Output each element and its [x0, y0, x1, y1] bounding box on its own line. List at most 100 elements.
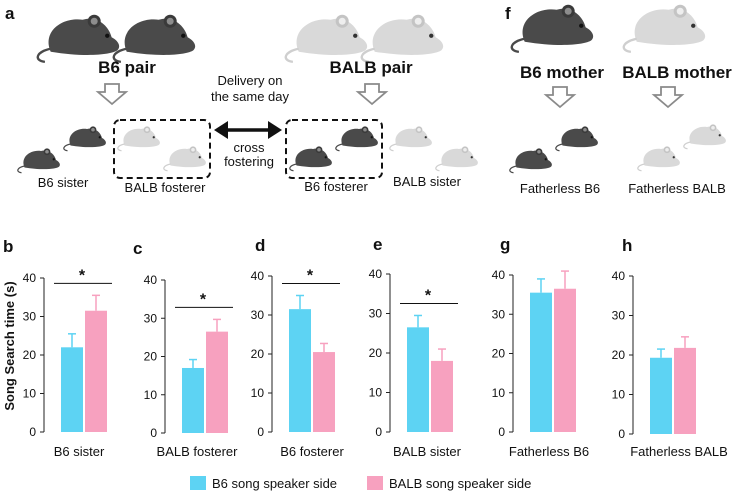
y-tick-label-b: 0: [29, 425, 36, 439]
b6-pup-icon: [17, 147, 61, 174]
legend-swatch-b6: [190, 476, 206, 490]
b6-pup-icon: [335, 125, 379, 152]
cross-fostering-label: fostering: [224, 154, 274, 169]
bar-charts: b 0 10 20 30 40 * B6 sister c 0 10 20 30 40 * BALB fost…: [3, 235, 728, 459]
bar-g-balb: [554, 288, 576, 432]
panel-letter-d: d: [255, 236, 265, 255]
y-tick-label-d: 30: [251, 308, 265, 322]
panel-letter-h: h: [622, 236, 632, 255]
y-tick-label-h: 0: [618, 427, 625, 441]
y-tick-label-g: 30: [492, 307, 506, 321]
y-tick-label-e: 30: [369, 307, 383, 321]
x-label-b: B6 sister: [54, 444, 105, 459]
significance-star-d: *: [307, 268, 314, 285]
y-tick-label-e: 10: [369, 386, 383, 400]
y-tick-label-c: 10: [144, 388, 158, 402]
down-arrow-icon: [653, 86, 683, 108]
balb-mother-label: BALB mother: [622, 63, 732, 82]
y-tick-label-c: 30: [144, 311, 158, 325]
bar-c-balb: [206, 331, 228, 433]
down-arrow-icon: [357, 83, 387, 105]
b6-sister-label: B6 sister: [38, 175, 89, 190]
bar-b-balb: [85, 310, 107, 432]
significance-star-c: *: [200, 291, 207, 308]
b6-fosterer-label: B6 fosterer: [304, 179, 368, 194]
y-tick-label-c: 0: [150, 426, 157, 440]
b6-mother-label: B6 mother: [520, 63, 604, 82]
balb-fosterer-label: BALB fosterer: [125, 180, 207, 195]
y-tick-label-c: 20: [144, 350, 158, 364]
y-axis-label: Song Search time (s): [2, 281, 17, 410]
y-tick-label-b: 10: [23, 387, 37, 401]
balb-pup-icon: [683, 123, 727, 150]
fatherless-balb-label: Fatherless BALB: [628, 181, 726, 196]
legend-label-b6: B6 song speaker side: [212, 476, 337, 491]
bar-h-balb: [674, 347, 696, 434]
y-tick-label-g: 0: [498, 425, 505, 439]
y-tick-label-b: 40: [23, 271, 37, 285]
x-label-c: BALB fosterer: [157, 444, 239, 459]
cross-fostering-arrow-icon: [214, 121, 282, 139]
panel-letter-a: a: [5, 4, 15, 23]
x-label-h: Fatherless BALB: [630, 444, 728, 459]
y-tick-label-d: 10: [251, 386, 265, 400]
down-arrow-icon: [545, 86, 575, 108]
y-tick-label-g: 40: [492, 268, 506, 282]
y-tick-label-d: 40: [251, 269, 265, 283]
y-tick-label-d: 20: [251, 347, 265, 361]
x-label-g: Fatherless B6: [509, 444, 589, 459]
x-label-e: BALB sister: [393, 444, 462, 459]
significance-star-b: *: [79, 267, 86, 284]
legend-swatch-balb: [367, 476, 383, 490]
y-tick-label-h: 10: [612, 388, 626, 402]
b6-pup-icon: [63, 125, 107, 152]
y-tick-label-g: 10: [492, 386, 506, 400]
b6-parent-mouse-icon: [36, 13, 121, 64]
balb-parent-mouse-icon: [284, 13, 369, 64]
y-tick-label-e: 0: [375, 425, 382, 439]
balb-mother-mouse-icon: [622, 3, 707, 54]
b6-parent-mouse-icon: [112, 13, 197, 64]
balb-pup-icon: [163, 145, 207, 172]
legend-label-balb: BALB song speaker side: [389, 476, 531, 491]
balb-pup-icon: [389, 125, 433, 152]
balb-pair-label: BALB pair: [329, 58, 413, 77]
y-tick-label-h: 20: [612, 348, 626, 362]
balb-parent-mouse-icon: [360, 13, 445, 64]
balb-sister-label: BALB sister: [393, 174, 462, 189]
significance-star-e: *: [425, 287, 432, 304]
delivery-label: the same day: [211, 89, 290, 104]
y-tick-label-h: 30: [612, 309, 626, 323]
y-tick-label-e: 40: [369, 267, 383, 281]
balb-pup-icon: [117, 125, 161, 152]
b6-pair-label: B6 pair: [98, 58, 156, 77]
bar-e-balb: [431, 360, 453, 432]
y-tick-label-d: 0: [257, 425, 264, 439]
delivery-label: Delivery on: [217, 73, 282, 88]
panel-letter-g: g: [500, 235, 510, 254]
y-tick-label-b: 20: [23, 348, 37, 362]
cross-fostering-label: cross: [233, 140, 265, 155]
panel-letter-c: c: [133, 239, 142, 258]
balb-pup-icon: [637, 145, 681, 172]
bar-c-b6: [182, 367, 204, 433]
b6-pup-icon: [289, 145, 333, 172]
bar-g-b6: [530, 292, 552, 432]
y-tick-label-e: 20: [369, 346, 383, 360]
fostered-box: [113, 119, 211, 179]
bar-e-b6: [407, 327, 429, 432]
bar-b-b6: [61, 347, 83, 432]
b6-pup-icon: [509, 147, 553, 174]
b6-mother-mouse-icon: [510, 3, 595, 54]
panel-letter-b: b: [3, 237, 13, 256]
balb-pup-icon: [435, 145, 479, 172]
x-label-d: B6 fosterer: [280, 444, 344, 459]
y-tick-label-c: 40: [144, 273, 158, 287]
b6-pup-icon: [555, 125, 599, 152]
y-tick-label-h: 40: [612, 269, 626, 283]
down-arrow-icon: [97, 83, 127, 105]
y-tick-label-g: 20: [492, 347, 506, 361]
y-tick-label-b: 30: [23, 310, 37, 324]
bar-d-b6: [289, 309, 311, 432]
